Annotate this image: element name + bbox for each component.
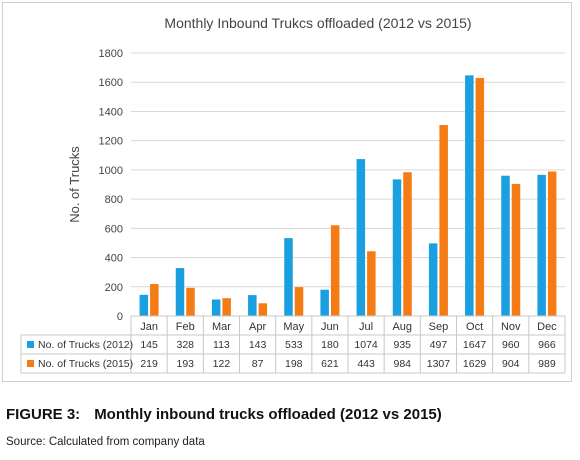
bar-2015 — [186, 287, 195, 316]
bar-2015 — [475, 77, 485, 316]
data-label: 180 — [321, 339, 339, 351]
legend-swatch-2012 — [27, 341, 34, 348]
bar-2015 — [511, 183, 521, 316]
bar-2015 — [258, 303, 268, 316]
bar-2012 — [501, 175, 510, 316]
data-label: 328 — [176, 339, 194, 351]
bar-2012 — [211, 299, 221, 316]
figure-title: Monthly inbound trucks offloaded (2012 v… — [94, 406, 442, 423]
bar-2012 — [356, 159, 366, 316]
bar-2012 — [175, 268, 185, 316]
data-label: 960 — [502, 339, 520, 351]
x-tick-label: Dec — [537, 321, 557, 333]
x-tick-label: Jun — [321, 321, 339, 333]
data-label: 935 — [393, 339, 411, 351]
data-label: 198 — [285, 358, 303, 370]
bar-2015 — [439, 125, 448, 316]
data-label: 533 — [285, 339, 303, 351]
data-label: 443 — [357, 358, 375, 370]
x-tick-label: Apr — [249, 321, 266, 333]
chart-frame: Monthly Inbound Trukcs offloaded (2012 v… — [2, 2, 572, 382]
x-tick-label: May — [283, 321, 304, 333]
data-label: 145 — [140, 339, 158, 351]
y-tick-label: 1200 — [99, 136, 123, 148]
data-label: 966 — [538, 339, 556, 351]
data-label: 1074 — [354, 339, 378, 351]
chart-plot: Monthly Inbound Trukcs offloaded (2012 v… — [20, 15, 566, 374]
data-label: 113 — [213, 339, 230, 351]
bar-2012 — [465, 75, 474, 316]
figure-label: FIGURE 3: — [6, 406, 81, 423]
y-tick-label: 1800 — [99, 48, 123, 60]
bar-2015 — [150, 284, 159, 316]
source-note: Source: Calculated from company data — [6, 436, 205, 448]
bar-2015 — [222, 298, 231, 316]
data-label: 1647 — [463, 339, 487, 351]
bar-2012 — [320, 289, 329, 316]
x-tick-label: Mar — [212, 321, 231, 333]
bar-2015 — [367, 251, 376, 316]
data-label: 1307 — [427, 358, 451, 370]
bar-2015 — [294, 287, 304, 316]
bar-2012 — [537, 174, 546, 316]
bar-2015 — [330, 225, 340, 316]
bar-2012 — [248, 295, 257, 316]
bar-2015 — [403, 172, 412, 316]
bar-2015 — [547, 171, 557, 316]
bar-2012 — [428, 243, 438, 316]
x-tick-label: Feb — [176, 321, 195, 333]
data-label: 904 — [502, 358, 520, 370]
y-tick-label: 200 — [105, 282, 123, 294]
x-tick-label: Nov — [501, 321, 521, 333]
y-tick-label: 0 — [117, 311, 123, 323]
legend-label: No. of Trucks (2015) — [38, 358, 133, 370]
chart-title: Monthly Inbound Trukcs offloaded (2012 v… — [164, 15, 471, 31]
y-axis-label: No. of Trucks — [67, 146, 82, 223]
legend-swatch-2015 — [27, 360, 34, 367]
y-tick-label: 800 — [105, 194, 123, 206]
bar-2012 — [392, 179, 402, 316]
data-label: 497 — [430, 339, 448, 351]
x-tick-label: Jul — [359, 321, 373, 333]
data-label: 984 — [393, 358, 411, 370]
x-tick-label: Sep — [429, 321, 449, 333]
bar-2012 — [284, 238, 293, 316]
y-tick-label: 400 — [105, 253, 123, 265]
bar-2012 — [139, 294, 149, 316]
y-tick-label: 1400 — [99, 106, 123, 118]
x-tick-label: Jan — [140, 321, 158, 333]
data-label: 193 — [176, 358, 194, 370]
y-tick-label: 1600 — [99, 77, 123, 89]
figure-caption: FIGURE 3: Monthly inbound trucks offloade… — [6, 406, 442, 423]
data-label: 989 — [538, 358, 556, 370]
y-tick-label: 600 — [105, 223, 123, 235]
data-label: 143 — [249, 339, 267, 351]
x-tick-label: Aug — [392, 321, 412, 333]
data-label: 122 — [213, 358, 231, 370]
x-tick-label: Oct — [466, 321, 483, 333]
data-label: 621 — [321, 358, 339, 370]
y-tick-label: 1000 — [99, 165, 123, 177]
data-label: 1629 — [463, 358, 487, 370]
legend-label: No. of Trucks (2012) — [38, 339, 133, 351]
data-label: 87 — [252, 358, 264, 370]
data-label: 219 — [140, 358, 158, 370]
